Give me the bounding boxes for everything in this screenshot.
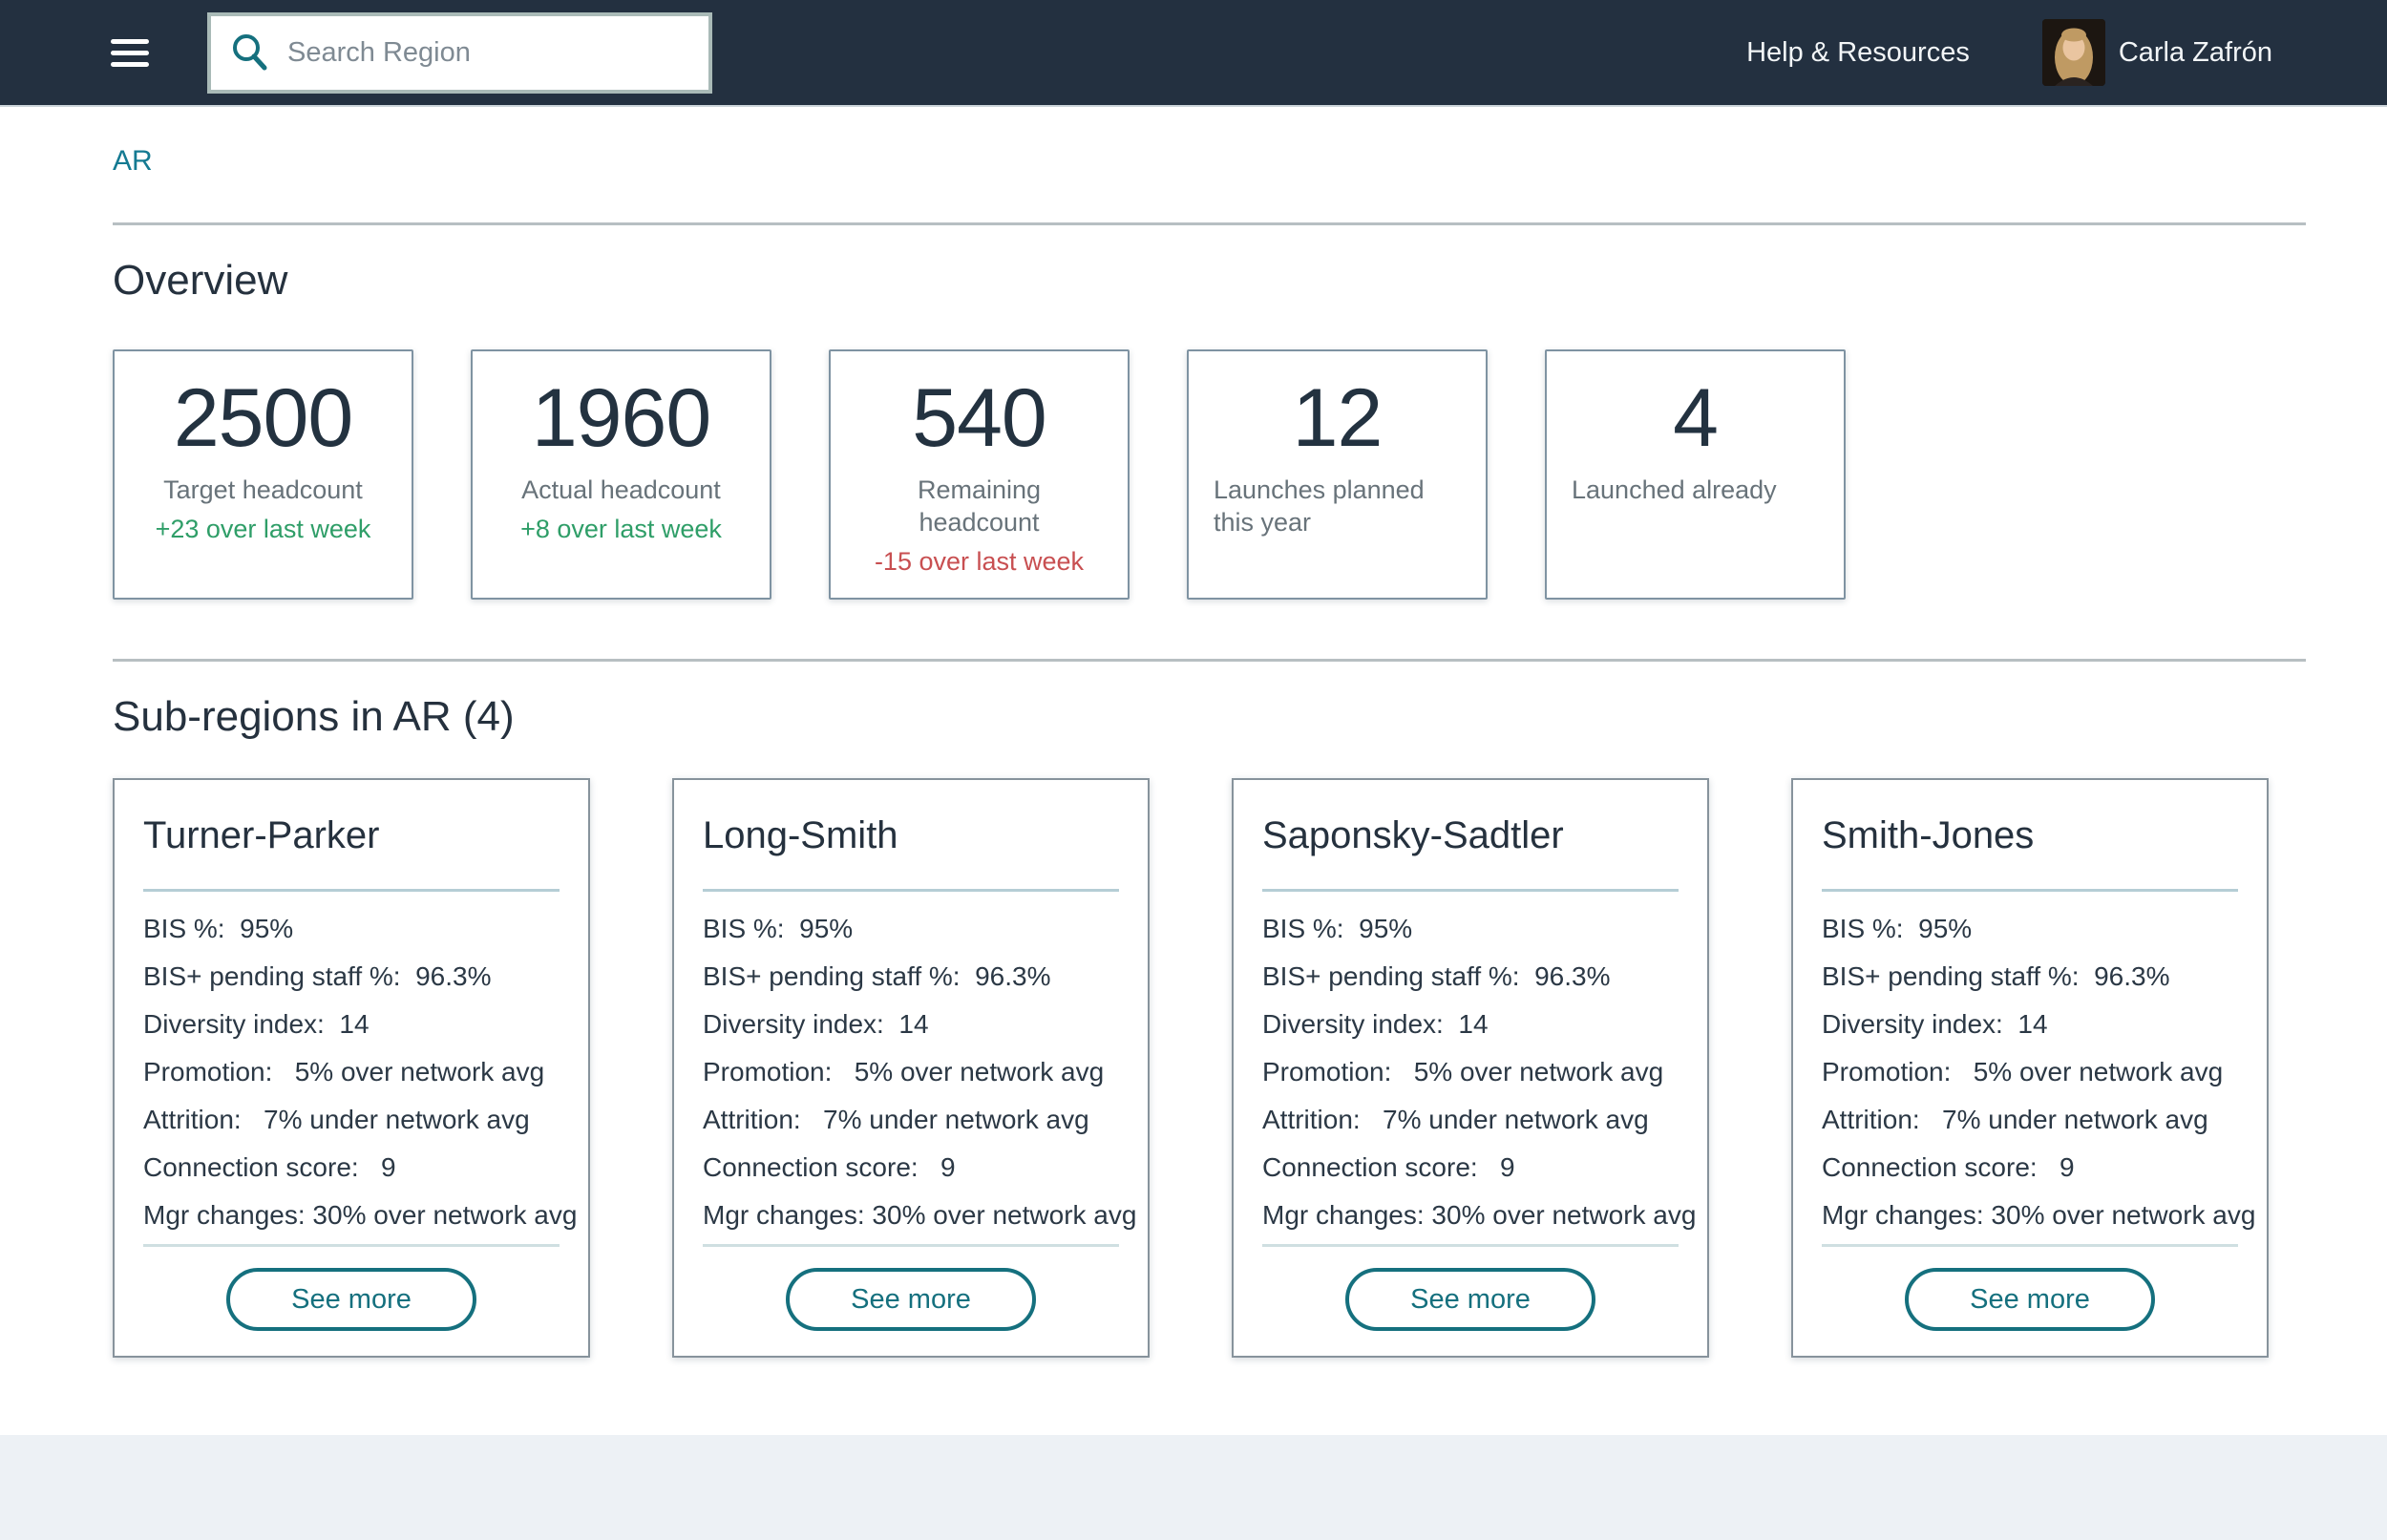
overview-stat-card: 12 Launches planned this year xyxy=(1187,349,1488,600)
stat-value: 2500 xyxy=(173,372,353,464)
subregion-card: Saponsky-Sadtler BIS %: 95% BIS+ pending … xyxy=(1232,778,1709,1358)
see-more-button[interactable]: See more xyxy=(1345,1268,1595,1331)
overview-stat-card: 2500 Target headcount +23 over last week xyxy=(113,349,413,600)
card-bottom-divider xyxy=(143,1244,560,1247)
stat-line: BIS %: 95% xyxy=(1822,914,1973,943)
see-more-button[interactable]: See more xyxy=(226,1268,476,1331)
subregion-card: Long-Smith BIS %: 95% BIS+ pending staff … xyxy=(672,778,1150,1358)
stat-line: Promotion: 5% over network avg xyxy=(1262,1057,1664,1086)
subregion-card-title: Long-Smith xyxy=(703,814,898,856)
subregions-title: Sub-regions in AR (4) xyxy=(113,693,515,740)
search-box[interactable] xyxy=(207,11,712,94)
subregion-card-title: Saponsky-Sadtler xyxy=(1262,814,1564,856)
stat-label: Launched already xyxy=(1572,475,1777,504)
stat-line: Mgr changes: 30% over network avg xyxy=(1822,1200,2256,1230)
stat-line: Diversity index: 14 xyxy=(703,1009,929,1039)
stat-line: Mgr changes: 30% over network avg xyxy=(143,1200,578,1230)
card-bottom-divider xyxy=(1262,1244,1679,1247)
search-input[interactable] xyxy=(285,35,699,70)
subregion-card: Smith-Jones BIS %: 95% BIS+ pending staff… xyxy=(1791,778,2269,1358)
hamburger-menu-icon[interactable] xyxy=(111,38,149,67)
subregion-stats: BIS %: 95% BIS+ pending staff %: 96.3% Div… xyxy=(703,905,1137,1239)
stat-line: Promotion: 5% over network avg xyxy=(703,1057,1105,1086)
stat-value: 12 xyxy=(1292,372,1384,464)
stat-line: Mgr changes: 30% over network avg xyxy=(1262,1200,1697,1230)
stat-line: BIS %: 95% xyxy=(703,914,854,943)
user-avatar[interactable] xyxy=(2041,19,2105,86)
hamburger-bar xyxy=(111,38,149,44)
stat-value: 4 xyxy=(1673,372,1719,464)
see-more-button[interactable]: See more xyxy=(1905,1268,2155,1331)
stat-line: Attrition: 7% under network avg xyxy=(143,1105,530,1134)
card-bottom-divider xyxy=(1822,1244,2238,1247)
card-bottom-divider xyxy=(703,1244,1119,1247)
stat-label: Launches planned this year xyxy=(1214,475,1425,537)
stat-delta: -15 over last week xyxy=(874,547,1085,576)
stat-line: BIS+ pending staff %: 96.3% xyxy=(1822,961,2170,991)
subregion-card-row: Turner-Parker BIS %: 95% BIS+ pending sta… xyxy=(113,778,2387,1358)
stat-line: Connection score: 9 xyxy=(703,1152,956,1182)
main-content: AR Overview 2500 Target headcount +23 ov… xyxy=(0,107,2387,1358)
stat-line: Mgr changes: 30% over network avg xyxy=(703,1200,1137,1230)
subregion-stats: BIS %: 95% BIS+ pending staff %: 96.3% Div… xyxy=(1822,905,2256,1239)
stat-line: BIS %: 95% xyxy=(143,914,294,943)
stat-delta: +23 over last week xyxy=(155,515,371,543)
section-divider xyxy=(113,659,2306,662)
stat-line: Diversity index: 14 xyxy=(143,1009,370,1039)
overview-stat-card: 540 Remaining headcount -15 over last we… xyxy=(829,349,1130,600)
breadcrumb-region-link[interactable]: AR xyxy=(113,145,153,177)
card-title-divider xyxy=(1822,889,2238,892)
footer-band xyxy=(0,1435,2387,1540)
stat-line: BIS+ pending staff %: 96.3% xyxy=(703,961,1051,991)
stat-line: Attrition: 7% under network avg xyxy=(703,1105,1089,1134)
stat-line: BIS+ pending staff %: 96.3% xyxy=(143,961,492,991)
stat-value: 1960 xyxy=(531,372,711,464)
stat-label: Actual headcount xyxy=(521,475,721,504)
subregion-stats: BIS %: 95% BIS+ pending staff %: 96.3% Div… xyxy=(1262,905,1697,1239)
help-resources-link[interactable]: Help & Resources xyxy=(1746,36,1970,68)
stat-label: Target headcount xyxy=(163,475,363,504)
stat-line: Diversity index: 14 xyxy=(1822,1009,2048,1039)
subregion-card-title: Smith-Jones xyxy=(1822,814,2035,856)
overview-card-row: 2500 Target headcount +23 over last week… xyxy=(113,349,2387,600)
stat-line: Connection score: 9 xyxy=(1822,1152,2075,1182)
overview-title: Overview xyxy=(113,257,288,304)
stat-line: Attrition: 7% under network avg xyxy=(1262,1105,1649,1134)
stat-line: Promotion: 5% over network avg xyxy=(1822,1057,2224,1086)
subregion-card-title: Turner-Parker xyxy=(143,814,380,856)
card-title-divider xyxy=(143,889,560,892)
stat-line: Attrition: 7% under network avg xyxy=(1822,1105,2208,1134)
card-title-divider xyxy=(1262,889,1679,892)
user-name[interactable]: Carla Zafrón xyxy=(2118,36,2272,68)
stat-value: 540 xyxy=(912,372,1046,464)
hamburger-bar xyxy=(111,50,149,55)
search-icon xyxy=(233,34,267,71)
stat-line: Connection score: 9 xyxy=(143,1152,396,1182)
stat-line: Promotion: 5% over network avg xyxy=(143,1057,545,1086)
subregion-stats: BIS %: 95% BIS+ pending staff %: 96.3% Div… xyxy=(143,905,578,1239)
overview-stat-card: 4 Launched already xyxy=(1545,349,1846,600)
subregion-card: Turner-Parker BIS %: 95% BIS+ pending sta… xyxy=(113,778,590,1358)
stat-line: BIS+ pending staff %: 96.3% xyxy=(1262,961,1611,991)
stat-delta: +8 over last week xyxy=(520,515,722,543)
avatar-photo xyxy=(2041,19,2105,86)
section-divider xyxy=(113,222,2306,225)
hamburger-bar xyxy=(111,61,149,67)
overview-stat-card: 1960 Actual headcount +8 over last week xyxy=(471,349,771,600)
top-bar: Help & Resources Carla Zafrón xyxy=(0,0,2387,107)
stat-line: BIS %: 95% xyxy=(1262,914,1413,943)
see-more-button[interactable]: See more xyxy=(786,1268,1036,1331)
card-title-divider xyxy=(703,889,1119,892)
stat-label: Remaining headcount xyxy=(917,475,1042,537)
stat-line: Connection score: 9 xyxy=(1262,1152,1515,1182)
stat-line: Diversity index: 14 xyxy=(1262,1009,1489,1039)
